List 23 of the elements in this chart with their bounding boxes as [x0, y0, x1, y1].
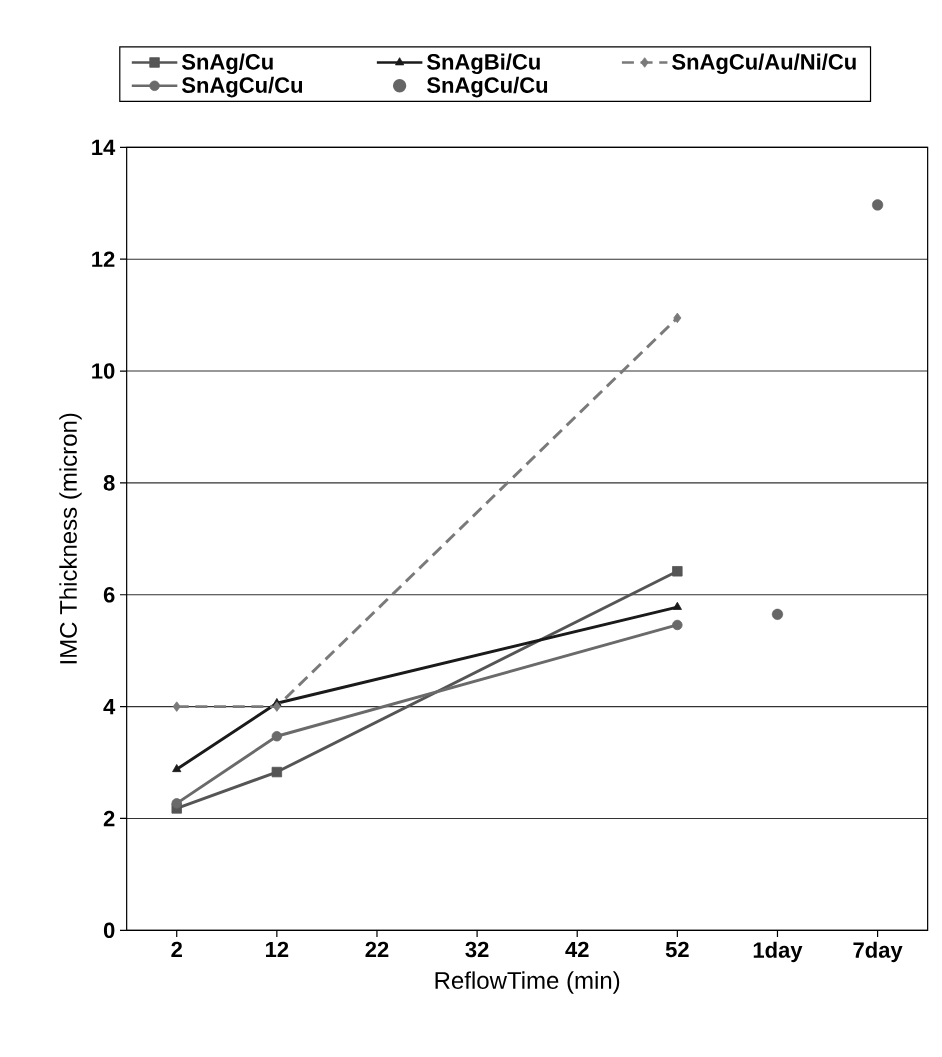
y-tick-label: 14 — [92, 139, 116, 155]
y-tick-label: 2 — [103, 810, 115, 827]
legend-label: SnAgCu/Cu — [181, 76, 303, 98]
y-tick-label: 0 — [103, 922, 115, 939]
x-axis-title: ReflowTime (min) — [435, 971, 620, 994]
legend-label: SnAg/Cu — [181, 53, 273, 75]
x-tick-label: 12 — [266, 941, 289, 958]
y-tick-label: 10 — [92, 363, 115, 379]
x-tick-label: 2 — [171, 941, 182, 958]
x-tick-label: 22 — [365, 941, 389, 958]
y-axis-title: IMC Thickness (micron) — [59, 413, 82, 664]
legend-label: SnAgBi/Cu — [427, 53, 540, 75]
legend-label: SnAgCu/Cu — [427, 76, 548, 98]
y-tick-label: 12 — [92, 251, 115, 267]
y-tick-label: 8 — [103, 475, 115, 491]
y-tick-label: 4 — [103, 699, 116, 715]
x-tick-label: 42 — [565, 941, 589, 958]
x-tick-label: 7day — [853, 941, 903, 963]
x-tick-label: 52 — [665, 941, 689, 958]
x-tick-label: 1day — [753, 941, 803, 963]
x-tick-label: 32 — [465, 941, 489, 958]
legend-label: SnAgCu/Au/Ni/Cu — [672, 53, 856, 75]
y-tick-label: 6 — [103, 586, 115, 603]
